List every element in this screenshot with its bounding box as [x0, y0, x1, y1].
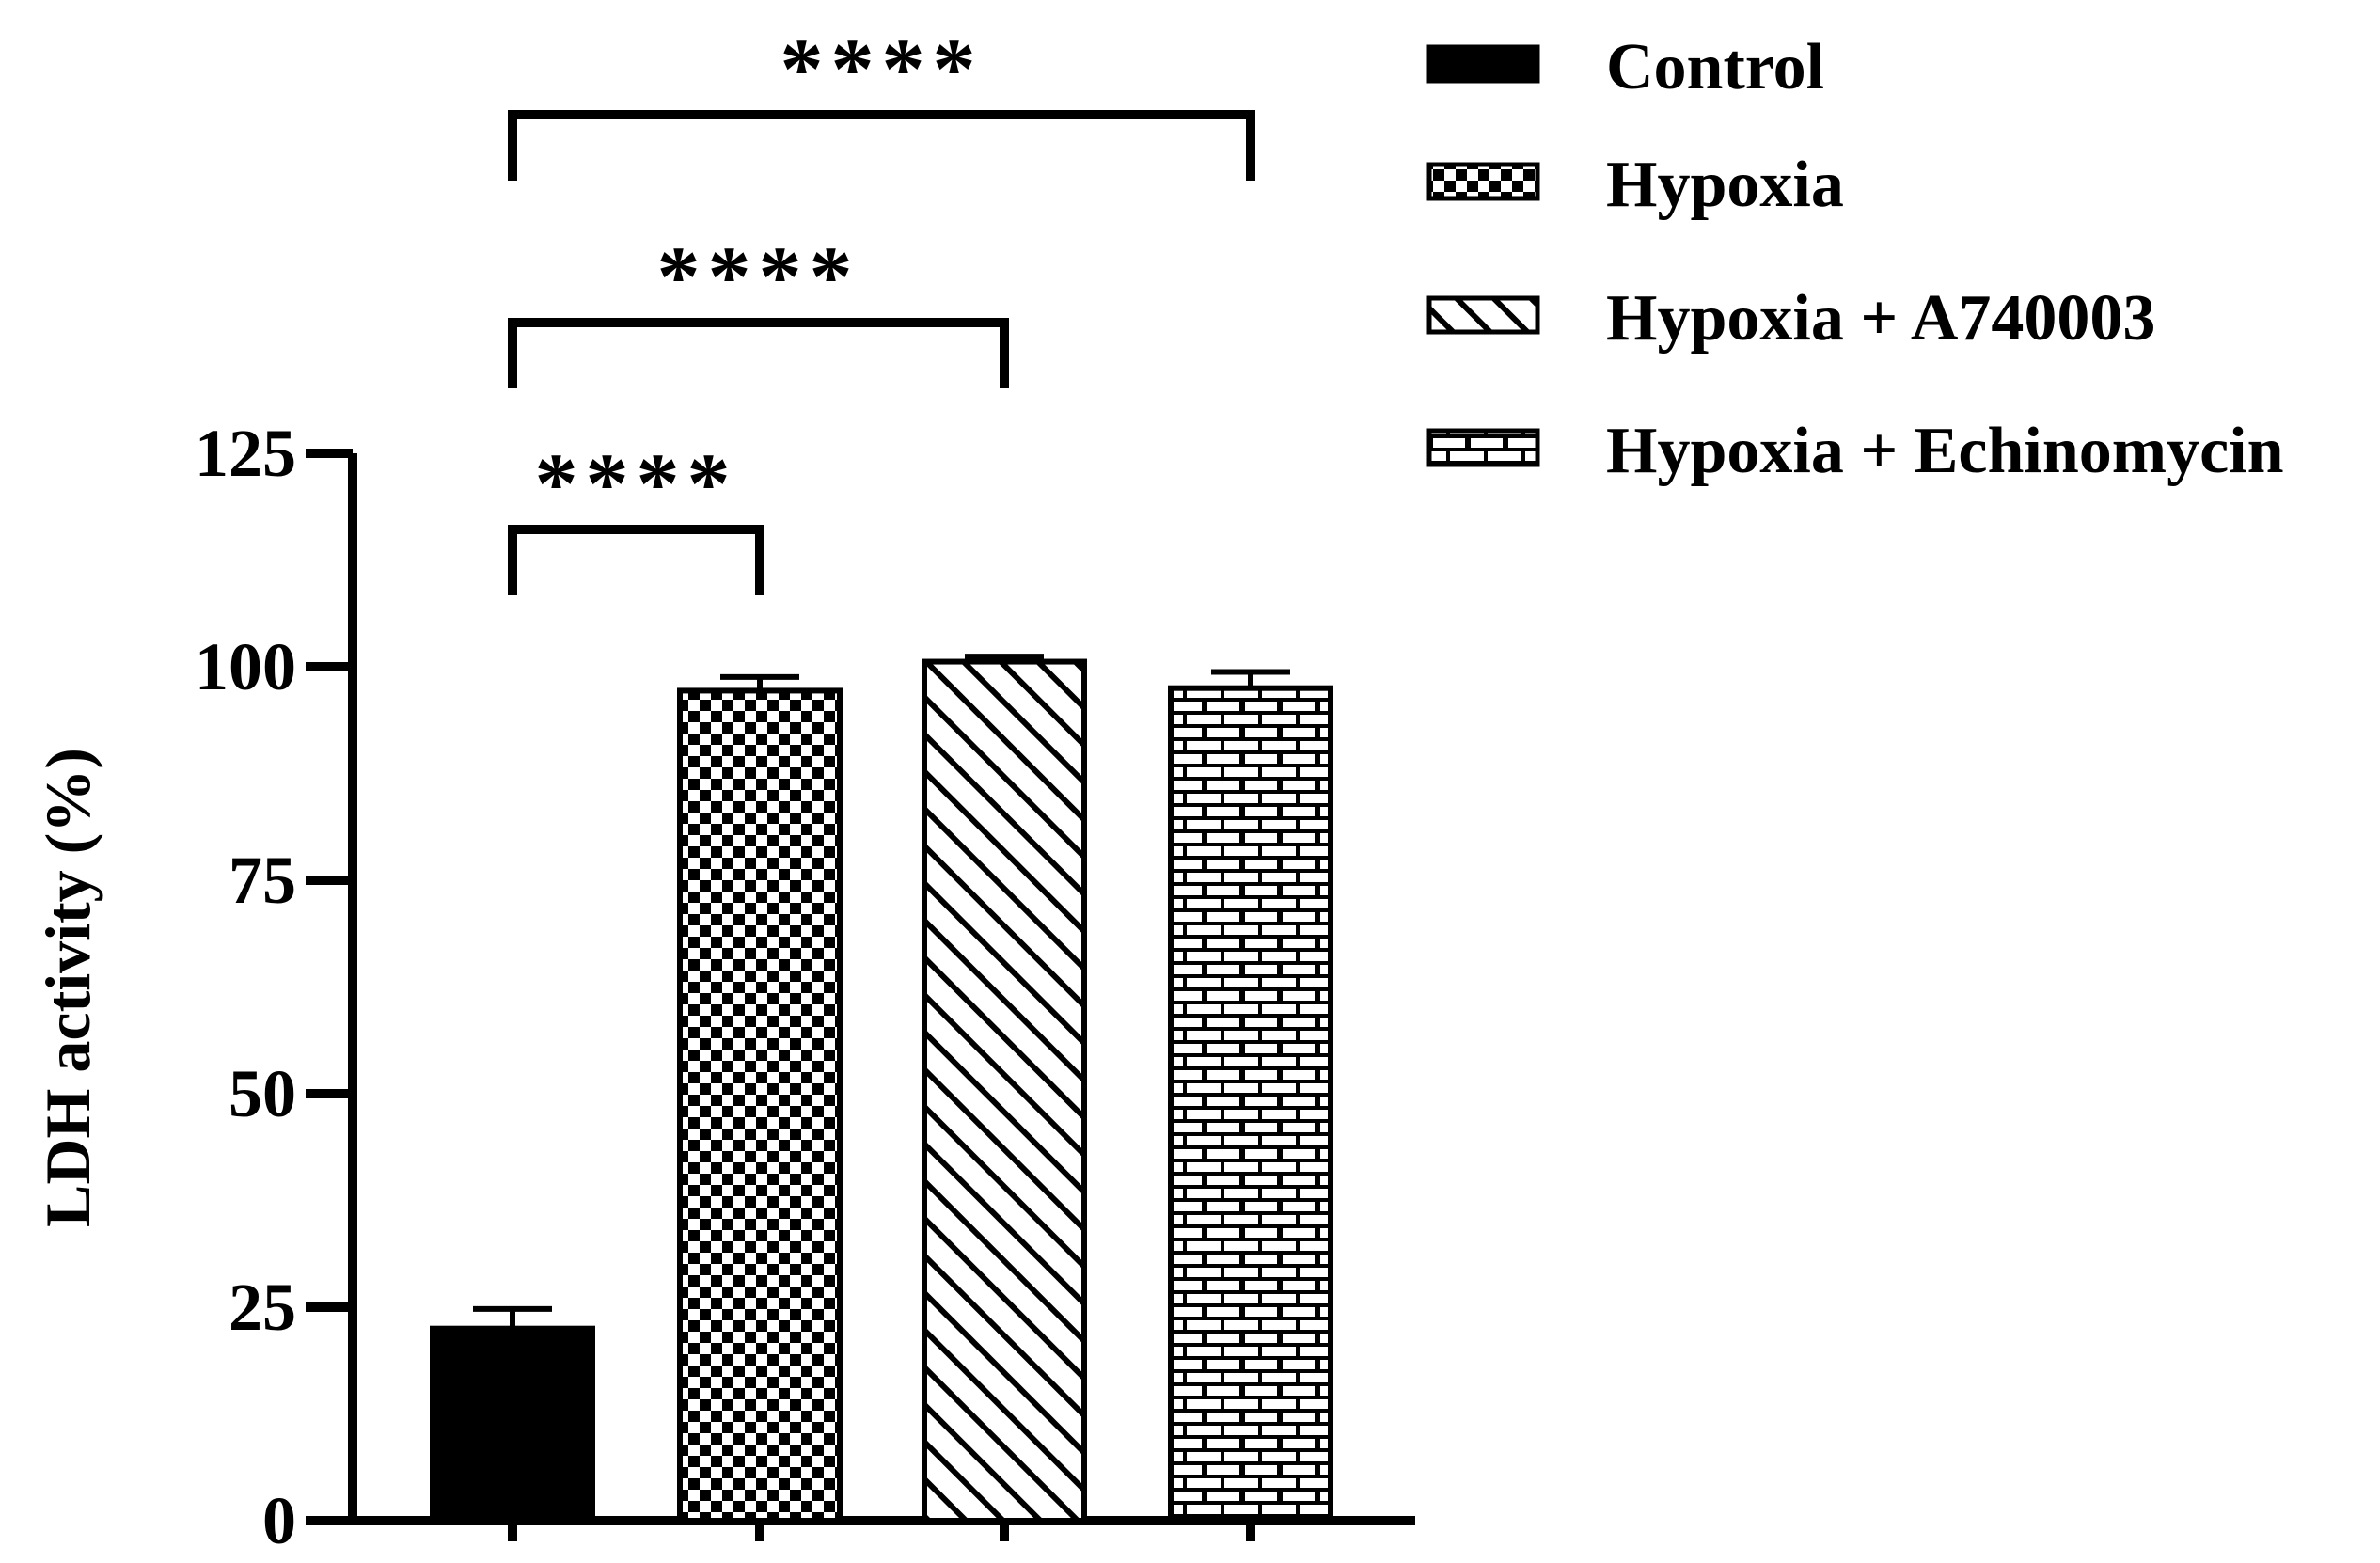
axes: 0 25 50 75 100 125 — [195, 416, 1415, 1558]
significance-bracket — [508, 110, 1255, 181]
significance-bracket — [508, 318, 1009, 388]
significance-bracket — [508, 525, 764, 595]
bar-hypoxia-a740003 — [922, 658, 1087, 1524]
y-tick-label: 100 — [195, 629, 296, 704]
bar-hypoxia — [677, 687, 843, 1524]
significance-label: **** — [780, 21, 984, 117]
legend-label: Hypoxia + A740003 — [1606, 282, 2155, 355]
bars — [430, 654, 1333, 1524]
legend-label: Hypoxia — [1606, 149, 1844, 221]
legend-swatch — [1426, 44, 1540, 84]
legend-label: Hypoxia + Echinomycin — [1606, 415, 2284, 487]
y-tick-label: 0 — [262, 1483, 296, 1558]
legend-swatch — [1426, 295, 1540, 335]
significance-label: **** — [657, 229, 860, 324]
significance-label: **** — [535, 435, 738, 531]
bar-hypoxia-echinomycin — [1168, 685, 1333, 1524]
legend-label: Control — [1606, 31, 1824, 103]
legend: Control Hypoxia Hypoxia + A740003 Hypoxia +… — [1426, 31, 2284, 487]
significance-annotations: **** **** **** — [508, 21, 1255, 595]
y-tick-label: 125 — [195, 416, 296, 491]
y-tick-label: 75 — [229, 843, 296, 918]
bar-control — [430, 1325, 595, 1524]
legend-swatch — [1426, 162, 1540, 201]
y-tick-label: 25 — [229, 1270, 296, 1345]
y-tick-label: 50 — [229, 1056, 296, 1131]
legend-swatch — [1426, 428, 1540, 467]
y-axis-label: LDH activity (%) — [32, 748, 103, 1227]
